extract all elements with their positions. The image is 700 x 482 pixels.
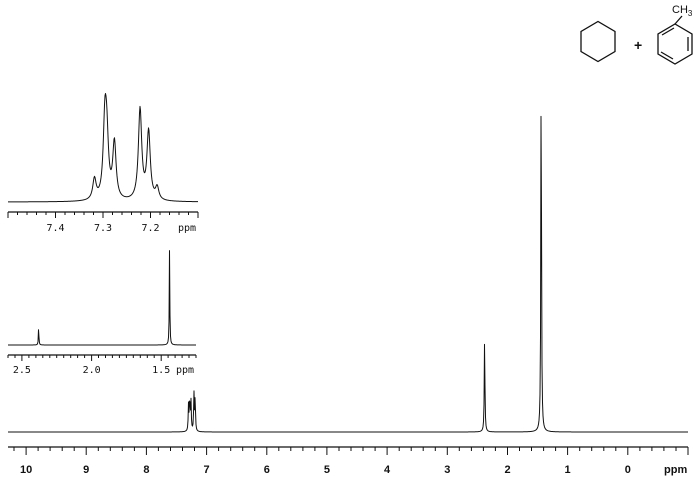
main-x-ticks <box>13 447 689 455</box>
toluene-ring-icon <box>657 23 693 65</box>
x-tick-label: 1 <box>565 464 571 476</box>
x-tick-label: 0 <box>625 464 631 476</box>
cyclohexane-ring-icon <box>580 20 616 63</box>
aromatic-inset-x-tick-labels: 7.4 7.3 7.2 <box>46 223 159 234</box>
x-tick-label: 2.0 <box>83 365 101 376</box>
x-tick-label: 7 <box>204 464 210 476</box>
toluene-structure: CH3 <box>657 4 693 65</box>
x-tick-label: 8 <box>143 464 149 476</box>
x-tick-label: 6 <box>264 464 270 476</box>
aliphatic-inset-x-tick-labels: 2.5 2.0 1.5 <box>13 365 170 376</box>
cyclohexane-structure <box>580 20 616 63</box>
toluene-double-bond <box>661 27 675 36</box>
aromatic-inset-unit-label: ppm <box>178 223 196 234</box>
methyl-bond <box>674 15 683 25</box>
methyl-label: CH3 <box>672 4 693 18</box>
x-tick-label: 9 <box>83 464 89 476</box>
main-spectrum-trace <box>8 115 688 433</box>
aromatic-inset: 7.4 7.3 7.2 ppm <box>7 93 199 234</box>
aliphatic-inset-unit-label: ppm <box>176 365 194 376</box>
x-tick-label: 10 <box>20 464 32 476</box>
x-tick-label: 7.3 <box>94 223 112 234</box>
x-tick-label: 3 <box>444 464 450 476</box>
x-tick-label: 2 <box>504 464 510 476</box>
aliphatic-inset-trace <box>8 250 196 346</box>
plus-sign: + <box>634 37 642 53</box>
x-tick-label: 4 <box>384 464 391 476</box>
main-spectrum: 10 9 8 7 6 5 4 3 2 1 0 ppm <box>8 115 689 476</box>
aromatic-inset-x-ticks <box>7 212 199 218</box>
main-x-unit-label: ppm <box>664 464 687 476</box>
x-tick-label: 7.4 <box>46 223 64 234</box>
aromatic-inset-trace <box>8 93 198 203</box>
toluene-double-bond <box>660 51 674 60</box>
aliphatic-inset: 2.5 2.0 1.5 ppm <box>7 250 197 376</box>
aliphatic-inset-x-ticks <box>7 355 197 361</box>
main-x-tick-labels: 10 9 8 7 6 5 4 3 2 1 0 <box>20 464 631 476</box>
x-tick-label: 1.5 <box>152 365 170 376</box>
x-tick-label: 2.5 <box>13 365 31 376</box>
x-tick-label: 7.2 <box>141 223 159 234</box>
chemical-structures: + CH3 <box>580 4 693 65</box>
x-tick-label: 5 <box>324 464 330 476</box>
